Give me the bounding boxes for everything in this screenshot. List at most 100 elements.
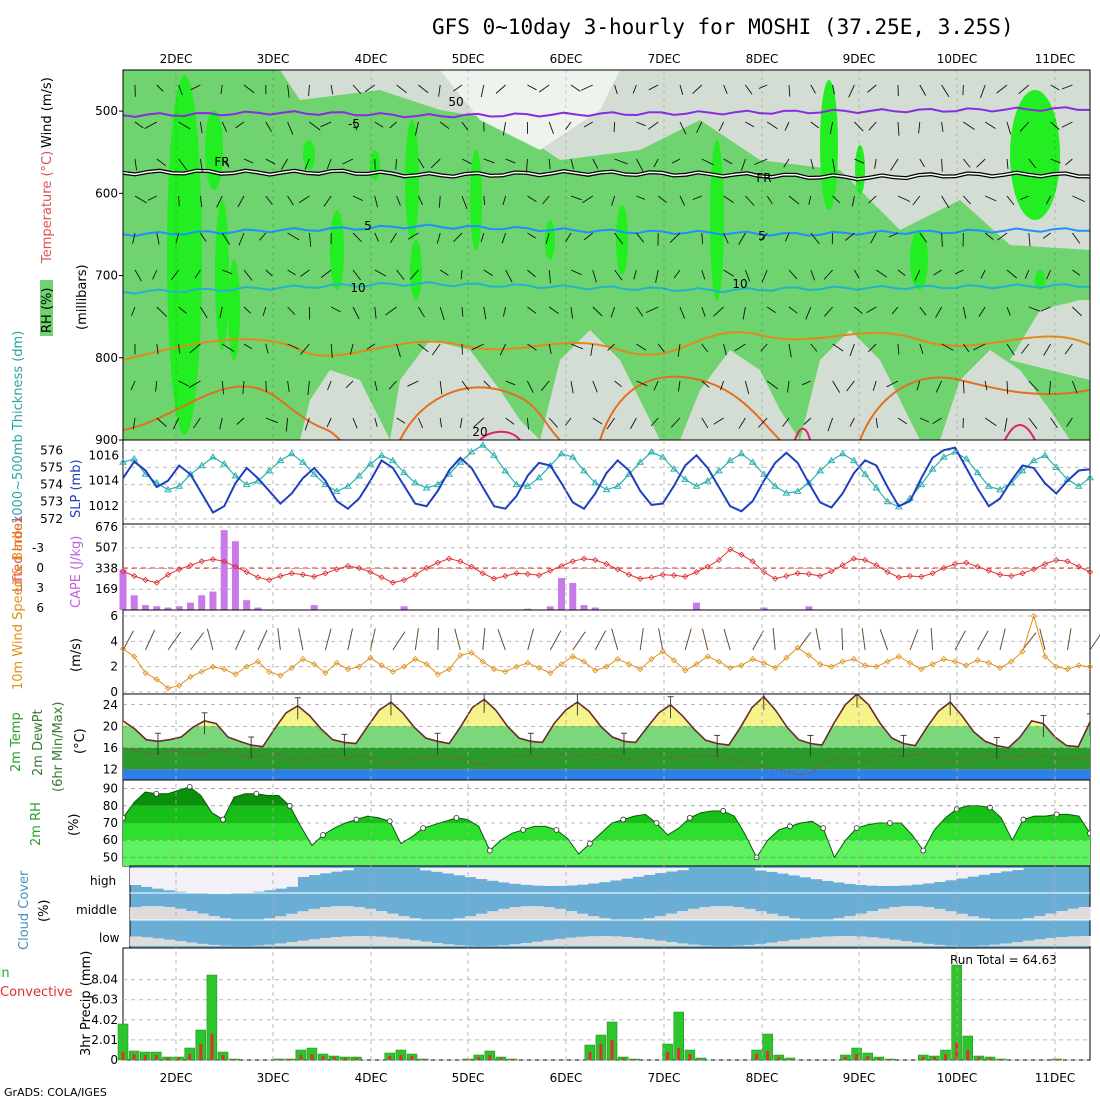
cloud-mid-bar bbox=[196, 913, 209, 920]
wind-barb bbox=[188, 380, 201, 389]
rh-point bbox=[620, 816, 627, 823]
moist-streak bbox=[910, 230, 928, 290]
rh-point bbox=[686, 814, 693, 821]
wind-barb bbox=[810, 343, 818, 352]
wind10-barb bbox=[482, 628, 486, 651]
wind10-barb bbox=[167, 631, 182, 651]
cloud-mid-bar bbox=[877, 908, 890, 920]
wind-barb bbox=[810, 158, 814, 170]
cloud-low-bar bbox=[822, 936, 834, 946]
rh-band bbox=[123, 805, 1084, 823]
cape-bar bbox=[760, 607, 768, 610]
precip-label-a: Total / Rain bbox=[0, 966, 10, 981]
wind-barb bbox=[583, 121, 594, 128]
cloud-mid-bar bbox=[699, 907, 711, 920]
li-point bbox=[907, 572, 914, 580]
cloud-high-bar bbox=[665, 868, 678, 872]
wind-barb bbox=[418, 343, 429, 353]
wind-barb bbox=[396, 195, 401, 206]
wind10-point bbox=[198, 668, 205, 675]
wind10-barb bbox=[497, 629, 506, 651]
cloud-mid-bar bbox=[386, 913, 399, 920]
cloud-high-bar bbox=[498, 868, 511, 883]
wind-barb bbox=[178, 158, 187, 171]
run-total: Run Total = 64.63 bbox=[950, 953, 1057, 967]
wind10-barb bbox=[527, 628, 534, 651]
thickness-point bbox=[242, 480, 251, 488]
wind-barb bbox=[669, 232, 681, 244]
wind10-barb bbox=[702, 628, 709, 651]
cloud-low-bar bbox=[598, 936, 611, 946]
wind-barb bbox=[199, 158, 203, 173]
dry-region-lower bbox=[680, 350, 800, 440]
cloud-mid-bar bbox=[933, 908, 946, 920]
wind10-point bbox=[153, 676, 160, 683]
thickness-point bbox=[411, 478, 420, 486]
li-point bbox=[614, 566, 621, 573]
thickness-point bbox=[490, 451, 498, 458]
li-point bbox=[311, 573, 318, 580]
cloud-low-label: low bbox=[99, 931, 120, 945]
cloud-mid-bar bbox=[788, 918, 801, 920]
wind-barb bbox=[243, 84, 255, 94]
precip-convective-bar bbox=[488, 1055, 492, 1060]
wind-barb bbox=[723, 158, 733, 165]
wind10-point bbox=[333, 659, 340, 666]
rh-point bbox=[220, 816, 226, 823]
moist-streak bbox=[545, 220, 555, 260]
cape-bar bbox=[805, 606, 813, 610]
rh-point bbox=[420, 825, 427, 832]
cloud-mid-bar bbox=[219, 918, 231, 920]
thickness-point bbox=[703, 477, 712, 484]
cloud-high-bar bbox=[487, 868, 499, 881]
li-point bbox=[468, 563, 475, 570]
cape-bar bbox=[254, 607, 262, 610]
wind-barb bbox=[890, 158, 899, 171]
wind-barb bbox=[701, 306, 706, 317]
wind-barb bbox=[439, 269, 449, 276]
li-point bbox=[884, 568, 891, 576]
cloud-mid-bar bbox=[297, 911, 310, 920]
cloud-cover-bars bbox=[130, 868, 1091, 946]
wind-barb bbox=[677, 343, 681, 357]
wind-barb bbox=[548, 121, 554, 135]
cloud-mid-bar bbox=[1034, 916, 1046, 920]
wind10-barb bbox=[122, 630, 134, 651]
wind-barb bbox=[385, 306, 397, 316]
wind-barb bbox=[480, 232, 485, 243]
wind-barb bbox=[527, 195, 537, 203]
cloud-high-bar bbox=[632, 868, 644, 877]
wind10-point bbox=[895, 653, 902, 660]
wind10-point bbox=[524, 659, 531, 666]
cape-bar bbox=[130, 595, 138, 610]
wind-barb bbox=[636, 195, 646, 200]
wind-barb bbox=[439, 121, 450, 129]
wind10-point bbox=[693, 661, 700, 668]
wind10-point bbox=[535, 664, 543, 671]
wind10-path bbox=[122, 614, 1091, 689]
wind-barb bbox=[1006, 306, 1011, 316]
contour-label: FR bbox=[756, 171, 771, 185]
wind-barb bbox=[243, 306, 252, 314]
cloud-high-bar bbox=[598, 868, 611, 883]
rh-point bbox=[586, 840, 593, 847]
wind10-point bbox=[996, 664, 1004, 671]
cloud-low-bar bbox=[174, 941, 187, 946]
wind10-barb bbox=[234, 629, 246, 651]
cloud-mid-bar bbox=[844, 916, 857, 920]
wind-barb bbox=[914, 269, 921, 281]
wind-barb bbox=[941, 121, 944, 132]
wind-barb bbox=[1028, 380, 1039, 392]
li-point bbox=[1019, 570, 1026, 577]
cloud-mid-bar bbox=[900, 906, 912, 920]
day-label-bottom: 7DEC bbox=[648, 1071, 681, 1085]
wind10-barb bbox=[815, 628, 821, 651]
dry-region-lower bbox=[1010, 300, 1090, 380]
wind10-point bbox=[1041, 653, 1049, 660]
wind-barb bbox=[875, 269, 888, 278]
wind10-barb bbox=[324, 628, 332, 651]
li-point bbox=[963, 559, 970, 566]
wind-barb bbox=[613, 121, 616, 133]
li-point bbox=[1086, 568, 1094, 576]
wind-barb bbox=[461, 158, 472, 165]
